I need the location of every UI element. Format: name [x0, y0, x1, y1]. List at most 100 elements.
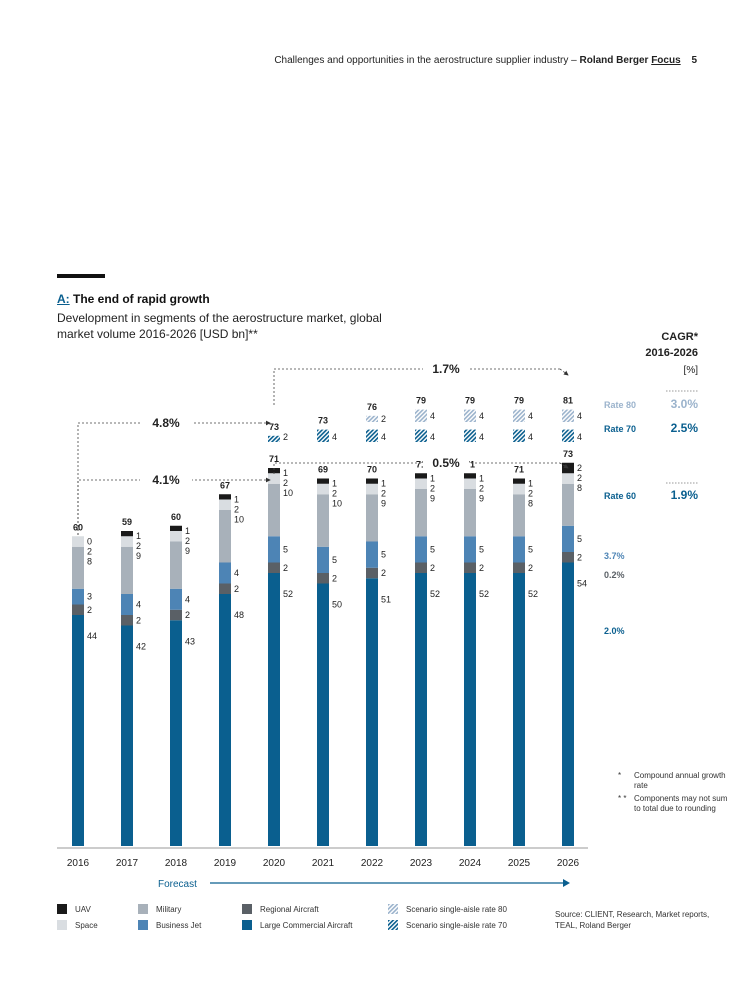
total-label-scenario: 81 — [563, 396, 573, 406]
bar-segment-regional-2023 — [415, 562, 427, 573]
data-label-lca: 52 — [479, 589, 489, 599]
legend-item-scenario-70: Scenario single-aisle rate 70 — [388, 920, 507, 930]
cagr-rate80-value: 3.0% — [671, 397, 699, 411]
data-label-business-jet: 5 — [577, 534, 582, 544]
data-label-military: 8 — [87, 556, 92, 566]
bar-segment-uav-2024 — [464, 473, 476, 479]
growth-label-4-8: 4.8% — [152, 416, 180, 430]
scenario-rate80-2023 — [415, 409, 427, 422]
footnote-marker: * * — [618, 794, 627, 803]
bar-segment-uav-2017 — [121, 531, 133, 537]
bar-segment-lca-2022 — [366, 578, 378, 846]
bar-segment-business-jet-2022 — [366, 541, 378, 568]
data-label-military: 9 — [185, 546, 190, 556]
total-label-base: 71 — [514, 465, 524, 475]
cagr-regional: 0.2% — [604, 570, 625, 580]
bar-segment-business-jet-2016 — [72, 588, 84, 605]
data-label-scenario70: 4 — [528, 432, 533, 442]
bar-segment-space-2018 — [170, 531, 182, 542]
cagr-title: CAGR* — [661, 331, 698, 343]
bar-segment-regional-2022 — [366, 567, 378, 579]
data-label-space: 2 — [528, 489, 533, 499]
bar-segment-uav-2020 — [268, 468, 280, 474]
bar-segment-space-2026 — [562, 473, 574, 484]
x-tick-label: 2018 — [165, 858, 188, 869]
x-tick-label: 2022 — [361, 858, 384, 869]
growth-arrow-path — [273, 368, 560, 405]
legend-swatch — [57, 920, 67, 930]
data-label-military: 9 — [479, 493, 484, 503]
bar-segment-military-2018 — [170, 541, 182, 589]
header-focus: Focus — [651, 55, 681, 66]
bar-segment-military-2026 — [562, 483, 574, 526]
bar-segment-military-2023 — [415, 489, 427, 537]
legend-swatch — [388, 920, 398, 930]
scenario-rate70-2022 — [366, 429, 378, 442]
data-label-lca: 54 — [577, 579, 587, 589]
scenario-rate80-2022 — [366, 415, 378, 422]
data-label-lca: 50 — [332, 600, 342, 610]
bar-segment-space-2016 — [72, 536, 84, 547]
data-label-lca: 43 — [185, 636, 195, 646]
legend-item-business-jet: Business Jet — [138, 920, 201, 930]
axis-layer: 2016 2017 2018 2019 2020 2021 2022 2023 2024 2025… — [57, 847, 588, 890]
legend-swatch — [57, 904, 67, 914]
source-note: Source: CLIENT, Research, Market reports… — [555, 910, 710, 930]
data-label-business-jet: 3 — [87, 592, 92, 602]
footnote-2: * * Components may not sum to total due … — [618, 794, 728, 814]
footnote-marker: * — [618, 771, 622, 780]
bar-segment-space-2019 — [219, 499, 231, 510]
data-label-regional: 2 — [528, 563, 533, 573]
legend-item-military: Military — [138, 904, 181, 914]
bar-segment-military-2020 — [268, 483, 280, 537]
data-label-space: 2 — [479, 483, 484, 493]
data-label-scenario80: 4 — [577, 411, 582, 421]
footnote-1: * Compound annual growth rate — [618, 771, 728, 791]
legend-swatch — [242, 920, 252, 930]
cagr-rate60-label: Rate 60 — [604, 491, 636, 501]
data-label-regional: 2 — [185, 610, 190, 620]
data-label-lca: 52 — [430, 589, 440, 599]
total-label-base: 71 — [465, 459, 475, 469]
section-rule — [57, 274, 105, 278]
data-label-military: 9 — [430, 493, 435, 503]
data-label-uav: 1 — [283, 468, 288, 478]
cagr-lca: 2.0% — [604, 626, 625, 636]
data-label-military: 9 — [136, 551, 141, 561]
total-label-scenario: 79 — [416, 396, 426, 406]
bar-segment-space-2022 — [366, 483, 378, 495]
data-label-regional: 2 — [332, 573, 337, 583]
bar-segment-lca-2018 — [170, 620, 182, 846]
bar-segment-lca-2024 — [464, 573, 476, 846]
legend-item-uav: UAV — [57, 904, 91, 914]
bar-segment-regional-2021 — [317, 573, 329, 584]
bar-segment-lca-2021 — [317, 583, 329, 846]
data-label-space: 2 — [577, 473, 582, 483]
bar-segment-military-2021 — [317, 494, 329, 547]
bar-segment-space-2024 — [464, 478, 476, 489]
bar-segment-regional-2019 — [219, 583, 231, 594]
figure-subtitle: Development in segments of the aerostruc… — [57, 311, 382, 341]
bar-segment-military-2025 — [513, 494, 525, 537]
scenario-rate70-2020 — [268, 435, 280, 442]
cagr-business-jet: 3.7% — [604, 551, 625, 561]
bar-segment-business-jet-2025 — [513, 536, 525, 563]
x-tick-label: 2016 — [67, 858, 90, 869]
data-label-lca: 44 — [87, 631, 97, 641]
data-label-uav: 2 — [577, 463, 582, 473]
page-number: 5 — [691, 55, 697, 66]
data-label-uav: 1 — [430, 473, 435, 483]
data-label-business-jet: 5 — [332, 555, 337, 565]
total-label-base: 69 — [318, 465, 328, 475]
data-label-lca: 51 — [381, 594, 391, 604]
growth-arrows-layer: 4.8% 4.1% 1.7% 0.5% — [77, 360, 569, 535]
legend-label: Space — [75, 920, 98, 930]
bar-segment-business-jet-2021 — [317, 546, 329, 573]
data-label-business-jet: 5 — [430, 544, 435, 554]
bar-segment-uav-2019 — [219, 494, 231, 500]
bar-segment-space-2021 — [317, 483, 329, 495]
data-label-military: 8 — [577, 483, 582, 493]
growth-label-bg — [140, 414, 192, 430]
data-label-uav: 1 — [332, 479, 337, 489]
